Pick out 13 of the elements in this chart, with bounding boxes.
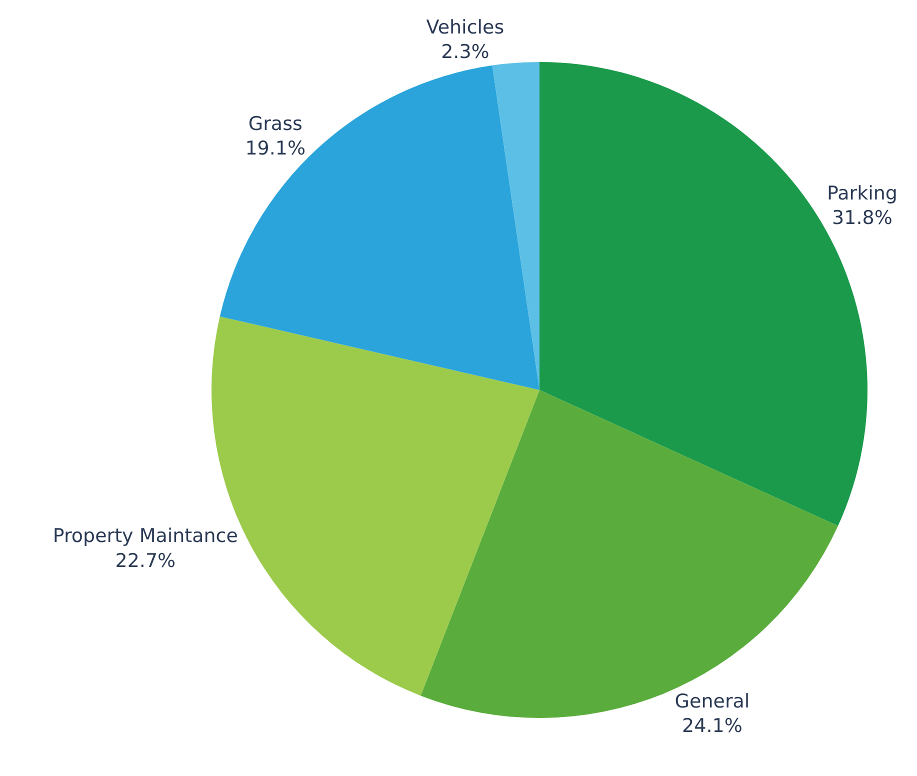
data-label: 2.3%	[441, 40, 490, 63]
slice-label: Grass	[248, 112, 302, 135]
pie-slice	[220, 65, 540, 390]
slice-label: Parking	[827, 182, 898, 204]
data-label: 22.7%	[115, 550, 176, 572]
data-label: 24.1%	[682, 715, 742, 738]
slice-label: Property Maintance	[52, 525, 238, 548]
pie-slice	[492, 62, 540, 390]
slice-label: General	[674, 690, 750, 712]
data-label: 19.1%	[245, 138, 306, 160]
data-label: 31.8%	[832, 207, 892, 230]
slice-label: Vehicles	[426, 16, 504, 38]
pie-slice	[420, 390, 838, 718]
